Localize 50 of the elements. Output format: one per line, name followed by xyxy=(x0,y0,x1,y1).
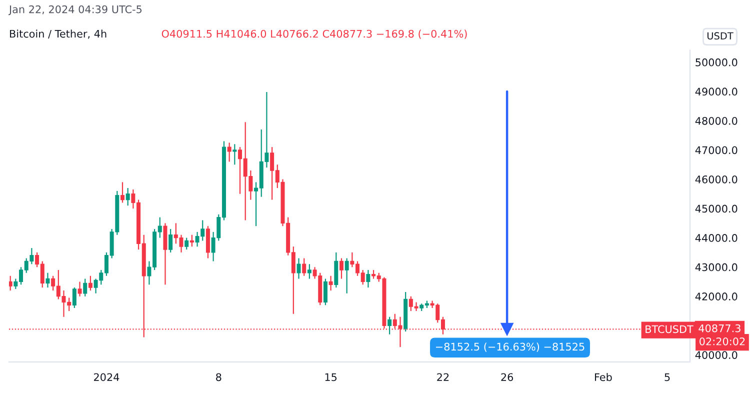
y-tick-label: 45000.0 xyxy=(695,204,738,213)
chart-subtitle: O40911.5 H41046.0 L40766.2 C40877.3 −169.8 (−0.41%) xyxy=(162,30,467,39)
y-tick-label: 43000.0 xyxy=(695,263,738,272)
candlestick xyxy=(46,272,50,288)
y-tick-label: 48000.0 xyxy=(695,116,738,125)
text: Jan 22, 2024 04:39 UTC-5 xyxy=(8,5,142,16)
candlestick xyxy=(339,258,344,280)
x-tick-label: 8 xyxy=(216,373,222,382)
y-tick-label: 49000.0 xyxy=(695,88,738,96)
candlestick xyxy=(120,182,125,204)
candlestick xyxy=(307,264,312,280)
candlestick xyxy=(227,142,232,162)
text: USDT xyxy=(707,32,734,40)
x-tick-label: 22 xyxy=(437,373,449,381)
x-tick-label: 2024 xyxy=(94,373,120,382)
y-tick-label: 42000.0 xyxy=(695,292,738,300)
candlestick xyxy=(9,275,12,292)
x-tick-label: Feb xyxy=(595,373,612,382)
candlestick xyxy=(190,234,194,248)
candlestick xyxy=(168,228,173,253)
candlestick xyxy=(184,237,189,250)
candlestick xyxy=(388,316,392,335)
candlestick xyxy=(366,269,370,288)
candlestick xyxy=(334,252,338,288)
candlestick xyxy=(83,278,88,297)
candlestick xyxy=(296,258,301,280)
text: 02:20:02 xyxy=(700,337,745,346)
ref-line-label: 40877.3 xyxy=(698,324,740,332)
candlestick xyxy=(206,226,210,259)
y-tick-label: 44000.0 xyxy=(695,234,738,242)
y-tick-label: 46000.0 xyxy=(695,175,738,184)
x-tick-label: 5 xyxy=(664,373,670,382)
x-tick-label: 15 xyxy=(325,373,337,382)
candlestick xyxy=(344,258,349,294)
candlestick xyxy=(78,281,82,297)
candlestick xyxy=(163,222,168,286)
annotation: −8152.5 (−16.63%) −81525 xyxy=(436,342,584,352)
candlestick xyxy=(328,275,333,292)
candlestick xyxy=(232,144,237,166)
annotation: BTCUSDT xyxy=(646,325,694,334)
candlestick xyxy=(72,287,76,309)
candlestick xyxy=(302,258,306,276)
candlestick xyxy=(126,187,130,206)
y-tick-label: 40000.0 xyxy=(695,351,738,359)
candlestick xyxy=(88,275,92,292)
x-tick-label: 26 xyxy=(501,373,514,382)
chart-title: Bitcoin / Tether, 4h xyxy=(10,30,106,39)
y-tick-label: 47000.0 xyxy=(695,146,738,154)
y-tick-label: 50000.0 xyxy=(696,58,738,66)
candlestick xyxy=(323,278,328,306)
